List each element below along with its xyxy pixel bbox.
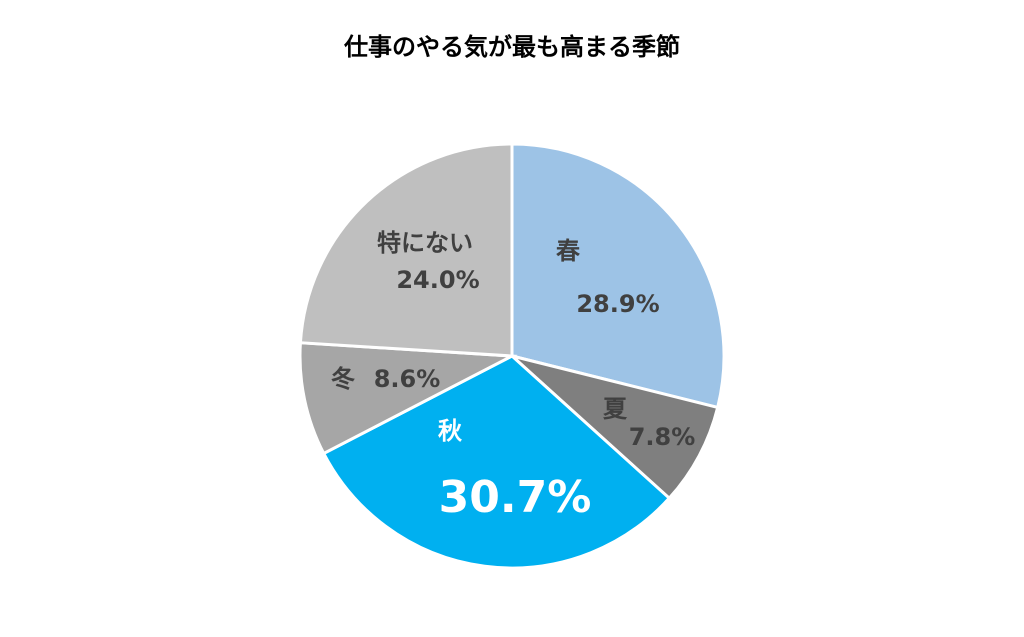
value-label: 7.8% bbox=[629, 423, 696, 451]
pie-slice bbox=[298, 142, 514, 358]
value-label: 8.6% bbox=[374, 365, 441, 393]
pie-slice bbox=[298, 341, 518, 456]
chart-title: 仕事のやる気が最も高まる季節 bbox=[343, 33, 680, 61]
value-label: 30.7% bbox=[439, 472, 592, 523]
slice-label: 夏 bbox=[603, 395, 628, 423]
value-label: 24.0% bbox=[396, 266, 479, 294]
slice-label: 特にない bbox=[377, 229, 473, 257]
pie-slice bbox=[510, 354, 720, 501]
slice-label: 冬 bbox=[331, 365, 355, 393]
slice-label: 秋 bbox=[438, 417, 463, 445]
pie-slice bbox=[510, 142, 726, 410]
slice-label: 春 bbox=[556, 237, 580, 265]
value-label: 28.9% bbox=[576, 290, 659, 318]
